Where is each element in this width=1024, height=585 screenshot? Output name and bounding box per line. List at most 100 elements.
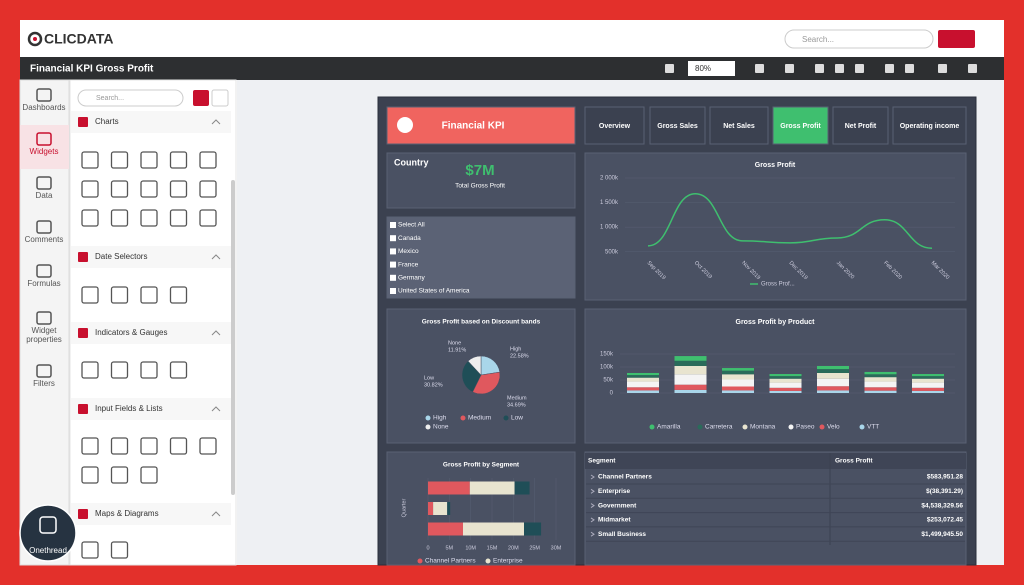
sidebar-icon[interactable] bbox=[36, 264, 52, 278]
slice-value: 34.69% bbox=[507, 402, 526, 408]
section-header[interactable] bbox=[71, 246, 231, 268]
section-header[interactable] bbox=[71, 111, 231, 133]
sidebar-label[interactable]: Data bbox=[35, 191, 53, 200]
widget-icon[interactable] bbox=[199, 209, 217, 227]
section-header[interactable] bbox=[71, 398, 231, 420]
tab[interactable] bbox=[584, 106, 645, 145]
section-header[interactable] bbox=[71, 322, 231, 344]
sidebar-label[interactable]: Filters bbox=[33, 379, 55, 388]
tile bbox=[584, 152, 967, 301]
toolbar-icon[interactable] bbox=[938, 64, 947, 73]
section-title: Indicators & Gauges bbox=[95, 328, 167, 337]
widget-icon[interactable] bbox=[110, 209, 129, 227]
widget-icon[interactable] bbox=[110, 437, 129, 455]
checkbox[interactable] bbox=[390, 222, 396, 228]
sidebar-icon[interactable] bbox=[36, 88, 52, 102]
widget-icon[interactable] bbox=[81, 541, 99, 559]
sidebar-icon[interactable] bbox=[36, 364, 52, 378]
bar-segment bbox=[912, 376, 944, 379]
menu-button[interactable] bbox=[938, 30, 975, 48]
sidebar-label[interactable]: Dashboards bbox=[22, 103, 66, 112]
section-header[interactable] bbox=[71, 503, 231, 525]
widget-icon[interactable] bbox=[110, 180, 129, 198]
toolbar-icon[interactable] bbox=[968, 64, 977, 73]
zoom-box[interactable] bbox=[688, 61, 735, 76]
row-expander[interactable] bbox=[590, 517, 595, 523]
toolbar-icon[interactable] bbox=[665, 64, 674, 73]
widget-icon[interactable] bbox=[110, 286, 129, 304]
table-cell: $1,499,945.50 bbox=[921, 531, 963, 538]
toolbar-icon[interactable] bbox=[855, 64, 864, 73]
widget-icon[interactable] bbox=[169, 151, 188, 169]
sidebar-label[interactable]: Formulas bbox=[27, 279, 61, 288]
widget-icon[interactable] bbox=[81, 437, 99, 455]
widget-icon[interactable] bbox=[169, 361, 188, 379]
tab[interactable] bbox=[892, 106, 967, 145]
slice-value: 22.58% bbox=[510, 353, 529, 359]
bar-segment bbox=[674, 374, 707, 385]
toolbar-icon[interactable] bbox=[885, 64, 894, 73]
sidebar-icon[interactable] bbox=[36, 220, 52, 234]
sidebar-label[interactable]: Comments bbox=[24, 235, 64, 244]
checkbox[interactable] bbox=[390, 261, 396, 268]
row-expander[interactable] bbox=[590, 503, 595, 509]
checkbox[interactable] bbox=[390, 274, 396, 281]
sidebar-icon[interactable] bbox=[36, 132, 52, 146]
search-box[interactable] bbox=[784, 29, 934, 49]
view-button[interactable] bbox=[193, 90, 209, 106]
tab[interactable] bbox=[709, 106, 769, 145]
checkbox[interactable] bbox=[390, 248, 396, 255]
kpi-label: Country bbox=[394, 157, 429, 167]
widget-icon[interactable] bbox=[81, 286, 99, 304]
widget-icon[interactable] bbox=[199, 437, 217, 455]
sidebar-icon[interactable] bbox=[36, 176, 52, 190]
checkbox[interactable] bbox=[390, 288, 396, 294]
tab[interactable] bbox=[649, 106, 706, 145]
widget-icon[interactable] bbox=[140, 180, 158, 198]
sidebar-label[interactable]: Widgets bbox=[29, 147, 59, 156]
widget-icon[interactable] bbox=[169, 209, 188, 227]
row-expander[interactable] bbox=[590, 531, 595, 537]
toolbar-icon[interactable] bbox=[905, 64, 914, 73]
widget-icon[interactable] bbox=[140, 361, 158, 379]
toolbar-icon[interactable] bbox=[785, 64, 794, 73]
legend-swatch bbox=[417, 558, 423, 564]
tab[interactable] bbox=[832, 106, 889, 145]
panel-search[interactable] bbox=[77, 89, 184, 107]
widget-icon[interactable] bbox=[169, 286, 188, 304]
widget-icon[interactable] bbox=[110, 466, 129, 484]
bar-segment bbox=[864, 377, 897, 382]
widget-icon[interactable] bbox=[140, 437, 158, 455]
tab[interactable] bbox=[772, 106, 829, 145]
widget-icon[interactable] bbox=[140, 286, 158, 304]
widget-icon[interactable] bbox=[110, 151, 129, 169]
bar-segment bbox=[817, 372, 849, 379]
widget-icon[interactable] bbox=[110, 541, 129, 559]
widget-icon[interactable] bbox=[140, 466, 158, 484]
legend-label: Medium bbox=[468, 415, 491, 422]
widget-icon[interactable] bbox=[81, 209, 99, 227]
row-expander[interactable] bbox=[590, 488, 595, 494]
widget-icon[interactable] bbox=[81, 180, 99, 198]
widget-icon[interactable] bbox=[140, 151, 158, 169]
widget-icon[interactable] bbox=[110, 361, 129, 379]
widget-icon[interactable] bbox=[199, 151, 217, 169]
view-button[interactable] bbox=[211, 89, 229, 107]
toolbar-icon[interactable] bbox=[835, 64, 844, 73]
sidebar-label[interactable]: Widget properties bbox=[26, 326, 62, 344]
row-expander[interactable] bbox=[590, 474, 595, 480]
checkbox[interactable] bbox=[390, 235, 396, 242]
widget-icon[interactable] bbox=[81, 466, 99, 484]
sidebar-icon[interactable] bbox=[36, 311, 52, 325]
widget-icon[interactable] bbox=[81, 151, 99, 169]
toolbar-icon[interactable] bbox=[755, 64, 764, 73]
widget-icon[interactable] bbox=[140, 209, 158, 227]
toolbar-icon[interactable] bbox=[815, 64, 824, 73]
x-tick-label: 15M bbox=[487, 545, 498, 551]
widget-icon[interactable] bbox=[169, 437, 188, 455]
widget-icon[interactable] bbox=[81, 361, 99, 379]
bar-segment bbox=[769, 378, 802, 383]
widget-icon[interactable] bbox=[169, 180, 188, 198]
zoom: 80% bbox=[695, 64, 711, 73]
widget-icon[interactable] bbox=[199, 180, 217, 198]
